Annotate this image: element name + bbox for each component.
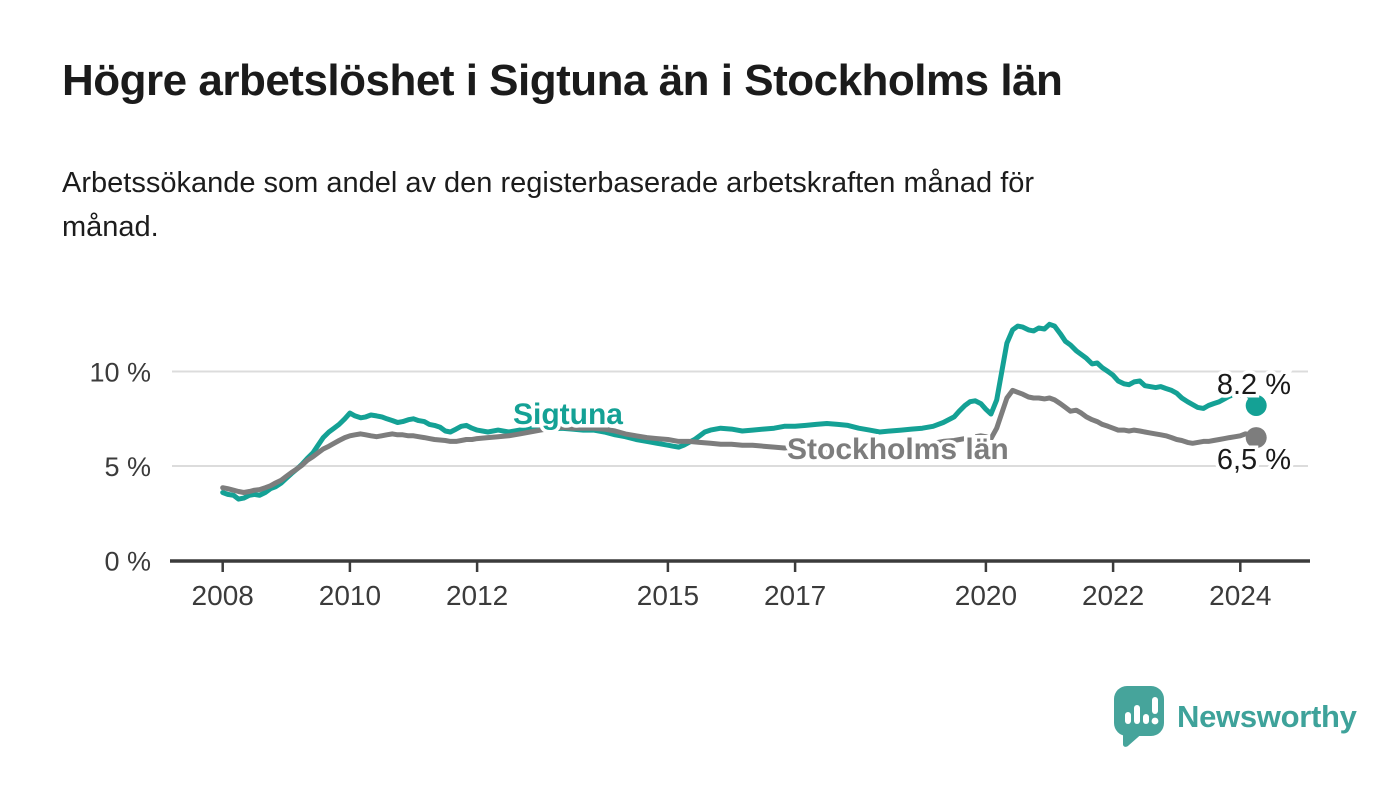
newsworthy-logo-text: Newsworthy (1177, 698, 1357, 734)
series-label-1: Stockholms län (787, 433, 1009, 466)
series-line-0 (220, 321, 1259, 502)
x-axis-tick-label: 2017 (764, 580, 826, 611)
series-lines (220, 321, 1267, 502)
branding: Newsworthy (1112, 684, 1357, 749)
x-axis-tick-label: 2024 (1209, 580, 1271, 611)
y-axis-tick-label: 5 % (104, 452, 151, 482)
logo-bar-3 (1143, 714, 1149, 724)
axes: 0 % 5 % 10 % 2008 2010 2012 2015 2017 2020 2022 20… (89, 358, 1310, 611)
logo-bubble-tail (1123, 726, 1145, 747)
logo-bar-2 (1134, 705, 1140, 724)
page-title: Högre arbetslöshet i Sigtuna än i Stockh… (62, 56, 1063, 105)
series-end-value-label-1: 6,5 % (1217, 444, 1291, 476)
page-subtitle: Arbetssökande som andel av den registerb… (62, 167, 1035, 243)
series-label-0: Sigtuna (513, 398, 623, 431)
x-axis-tick-label: 2020 (955, 580, 1017, 611)
chart-annotations: Sigtuna 8.2 % Stockholms län 6,5 % (510, 366, 1295, 480)
series-end-dot-1 (1245, 427, 1267, 449)
series-line-1 (220, 387, 1259, 495)
logo-bar-1 (1125, 712, 1131, 724)
logo-exclamation-dot (1151, 717, 1159, 725)
logo-exclamation-bar (1152, 697, 1158, 714)
y-axis-tick-label: 10 % (89, 358, 151, 388)
gridlines (172, 370, 1308, 467)
series-end-value-label-0: 8.2 % (1217, 369, 1291, 401)
x-axis-tick-label: 2022 (1082, 580, 1144, 611)
series-end-dot-0 (1245, 395, 1267, 416)
y-axis-tick-label: 0 % (104, 547, 151, 577)
x-axis-tick-label: 2015 (637, 580, 699, 611)
newsworthy-logo-icon (1114, 686, 1164, 747)
x-axis-tick-label: 2008 (192, 580, 254, 611)
x-axis-tick-label: 2010 (319, 580, 381, 611)
x-axis-tick-label: 2012 (446, 580, 508, 611)
